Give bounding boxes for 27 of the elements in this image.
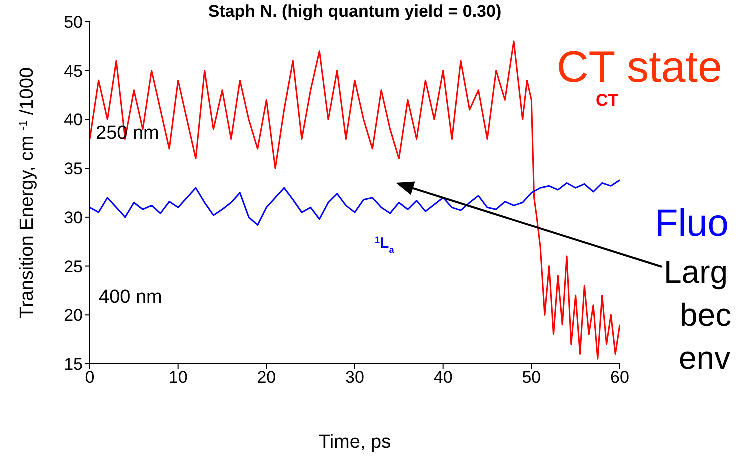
line-series [90, 40, 620, 360]
annotation: CT state [557, 43, 722, 92]
y-tick-label: 40 [64, 110, 83, 130]
chart-title: Staph N. (high quantum yield = 0.30) [208, 2, 502, 21]
text: env [679, 340, 731, 376]
y-tick-label: 50 [64, 13, 83, 32]
x-tick-label: 50 [522, 368, 542, 388]
x-tick-label: 20 [257, 368, 276, 388]
text: CT [596, 91, 620, 110]
text: bec [680, 297, 732, 333]
x-axis-title: Time, ps [318, 432, 392, 453]
y-tick-label: 30 [64, 208, 83, 228]
series-label: $^{1}$L$_{a}$ [375, 235, 396, 255]
y-tick-label: 45 [64, 62, 83, 81]
x-tick-label: 40 [434, 368, 453, 388]
x-tick-label: 60 [610, 368, 630, 388]
y-tick-label: 25 [64, 257, 83, 276]
y-tick-label: 15 [64, 355, 83, 374]
annotation: 400 nm [99, 287, 162, 308]
x-tick-label: 10 [168, 368, 188, 388]
x-tick-label: 30 [346, 368, 364, 388]
x-tick-label: 0 [85, 368, 95, 388]
y-tick-label: 20 [64, 306, 83, 326]
y-tick-label: 35 [64, 160, 83, 179]
text: Fluo [655, 203, 729, 245]
line-series [90, 180, 620, 226]
text: Larg [664, 254, 728, 290]
